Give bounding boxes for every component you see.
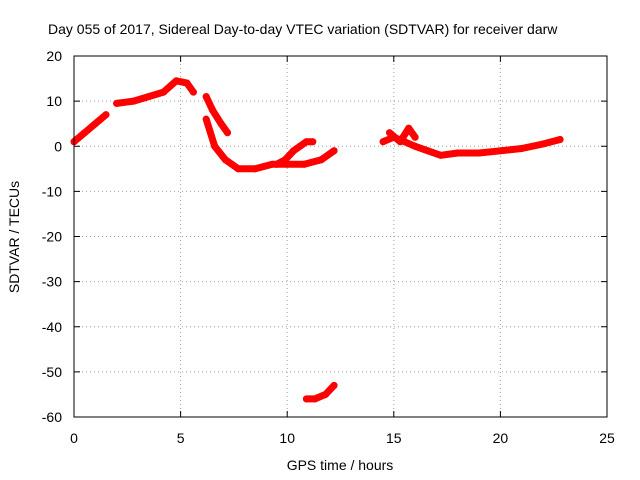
series-segment-8 [386, 124, 419, 146]
data-series [70, 77, 564, 403]
data-point [296, 142, 304, 150]
y-tick-label: 10 [46, 93, 62, 109]
data-point [209, 106, 217, 114]
data-point [454, 149, 462, 157]
data-point [411, 142, 419, 150]
data-point [424, 147, 432, 155]
y-tick-label: -50 [42, 364, 62, 380]
data-point [309, 138, 317, 146]
data-point [317, 156, 325, 164]
data-point [251, 165, 259, 173]
data-point [330, 147, 338, 155]
data-point [145, 93, 153, 101]
y-axis-label: SDTVAR / TECUs [6, 181, 22, 293]
data-point [302, 395, 310, 403]
data-point [211, 142, 219, 150]
data-point [405, 124, 413, 132]
x-axis-label: GPS time / hours [287, 457, 394, 473]
data-point [290, 147, 298, 155]
data-point [224, 129, 232, 137]
data-point [496, 147, 504, 155]
data-point [518, 145, 526, 153]
data-point [302, 138, 310, 146]
x-tick-label: 0 [70, 430, 78, 446]
data-point [556, 135, 564, 143]
y-tick-label: 0 [54, 138, 62, 154]
data-point [172, 77, 180, 85]
data-point [475, 149, 483, 157]
data-point [300, 160, 308, 168]
data-point [217, 120, 225, 128]
data-point [322, 390, 330, 398]
data-point [91, 120, 99, 128]
data-point [386, 129, 394, 137]
x-tick-label: 25 [599, 430, 615, 446]
y-tick-label: 20 [46, 48, 62, 64]
axis-ticks [73, 55, 608, 418]
x-tick-label: 10 [279, 430, 295, 446]
data-point [234, 165, 242, 173]
data-point [130, 97, 138, 105]
series-segment-4 [202, 93, 231, 137]
data-point [183, 79, 191, 87]
y-tick-label: -20 [42, 229, 62, 245]
y-tick-label: -40 [42, 319, 62, 335]
x-tick-label: 15 [386, 430, 402, 446]
data-point [202, 93, 210, 101]
series-segment-1 [70, 111, 110, 146]
data-point [202, 115, 210, 123]
series-segment-6 [302, 381, 338, 403]
data-point [281, 156, 289, 164]
data-point [330, 381, 338, 389]
x-tick-label: 20 [493, 430, 509, 446]
data-point [411, 133, 419, 141]
data-point [311, 395, 319, 403]
data-point [379, 138, 387, 146]
tick-labels: 0 5 10 15 20 25 20 10 0 -10 -20 -30 -40 -50 -60 [42, 48, 615, 446]
data-point [539, 140, 547, 148]
x-tick-label: 5 [177, 430, 185, 446]
data-point [273, 160, 281, 168]
y-tick-label: -10 [42, 183, 62, 199]
y-tick-label: -60 [42, 409, 62, 425]
y-tick-label: -30 [42, 274, 62, 290]
data-point [221, 156, 229, 164]
data-point [102, 111, 110, 119]
data-point [160, 88, 168, 96]
data-point [113, 99, 121, 107]
data-point [189, 88, 197, 96]
data-point [81, 129, 89, 137]
data-point [437, 151, 445, 159]
chart-title: Day 055 of 2017, Sidereal Day-to-day VTE… [48, 21, 558, 37]
series-segment-3 [202, 115, 338, 173]
data-point [396, 138, 404, 146]
